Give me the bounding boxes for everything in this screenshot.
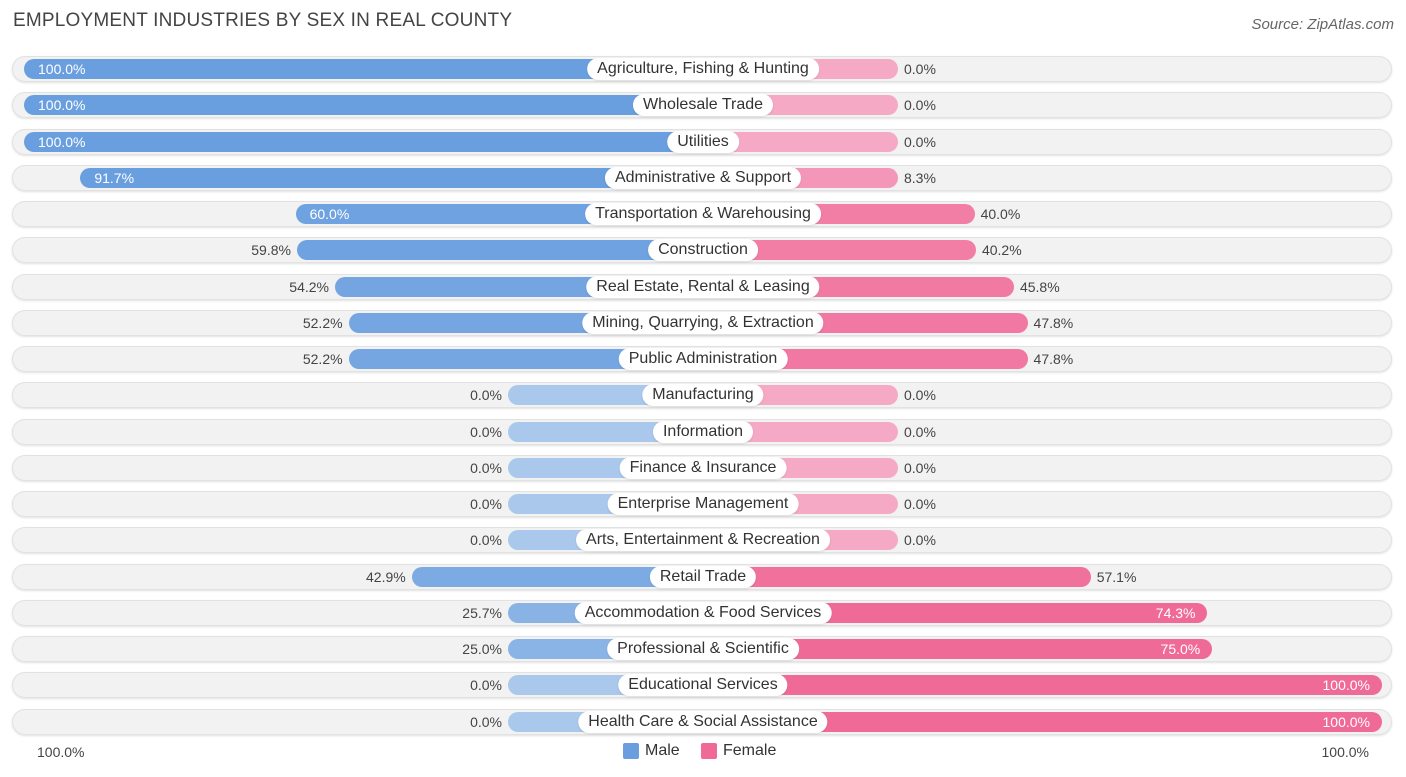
value-label-male: 54.2%	[289, 279, 329, 295]
legend-item-male: Male	[623, 742, 680, 760]
category-label: Educational Services	[618, 674, 788, 696]
value-label-male: 0.0%	[470, 677, 502, 693]
axis-label-right: 100.0%	[1321, 744, 1369, 760]
axis-label-left: 100.0%	[37, 744, 85, 760]
bar-female	[703, 675, 1382, 695]
category-label: Mining, Quarrying, & Extraction	[582, 312, 824, 334]
bar-male	[296, 240, 703, 260]
value-label-female: 0.0%	[904, 97, 936, 113]
category-label: Finance & Insurance	[619, 457, 787, 479]
value-label-male: 100.0%	[38, 61, 86, 77]
bar-female	[703, 712, 1382, 732]
bar-male	[348, 349, 703, 369]
bar-male	[24, 132, 703, 152]
value-label-male: 52.2%	[302, 315, 343, 331]
value-label-female: 100.0%	[1322, 677, 1370, 693]
legend-swatch-male	[623, 743, 639, 759]
value-label-female: 0.0%	[904, 496, 936, 512]
category-label: Construction	[648, 239, 758, 261]
value-label-female: 47.8%	[1033, 351, 1074, 367]
category-label: Transportation & Warehousing	[585, 203, 821, 225]
bar-female	[703, 567, 1091, 587]
value-label-male: 52.2%	[302, 351, 343, 367]
value-label-male: 0.0%	[470, 714, 502, 730]
chart-title: EMPLOYMENT INDUSTRIES BY SEX IN REAL COU…	[13, 10, 513, 31]
legend-label-female: Female	[723, 742, 777, 759]
category-label: Arts, Entertainment & Recreation	[576, 529, 830, 551]
category-label: Retail Trade	[649, 566, 757, 588]
bar-female	[703, 132, 898, 152]
category-label: Professional & Scientific	[607, 638, 799, 660]
value-label-female: 57.1%	[1096, 569, 1137, 585]
value-label-female: 0.0%	[904, 460, 936, 476]
value-label-female: 100.0%	[1322, 714, 1370, 730]
category-label: Utilities	[667, 131, 739, 153]
value-label-male: 0.0%	[470, 532, 502, 548]
legend: Male Female	[0, 742, 1406, 762]
category-label: Public Administration	[618, 348, 788, 370]
category-label: Manufacturing	[642, 384, 764, 406]
legend-swatch-female	[701, 743, 717, 759]
value-label-male: 59.8%	[251, 242, 291, 258]
value-label-male: 0.0%	[470, 424, 502, 440]
value-label-male: 100.0%	[38, 134, 86, 150]
bar-male	[80, 168, 703, 188]
value-label-male: 25.0%	[462, 641, 502, 657]
category-label: Enterprise Management	[607, 493, 799, 515]
value-label-male: 0.0%	[470, 387, 502, 403]
category-label: Wholesale Trade	[632, 94, 774, 116]
source-credit: Source: ZipAtlas.com	[1251, 16, 1394, 33]
value-label-female: 0.0%	[904, 134, 936, 150]
value-label-male: 42.9%	[366, 569, 406, 585]
value-label-male: 100.0%	[38, 97, 86, 113]
bar-male	[411, 567, 703, 587]
value-label-female: 40.2%	[981, 242, 1022, 258]
value-label-female: 8.3%	[904, 170, 936, 186]
value-label-male: 0.0%	[470, 460, 502, 476]
value-label-female: 0.0%	[904, 532, 936, 548]
bar-female	[703, 639, 1213, 659]
category-label: Information	[652, 421, 754, 443]
value-label-female: 47.8%	[1033, 315, 1074, 331]
value-label-female: 74.3%	[1155, 605, 1196, 621]
value-label-female: 45.8%	[1019, 279, 1060, 295]
value-label-female: 0.0%	[904, 61, 936, 77]
bar-male	[24, 95, 703, 115]
bar-female	[703, 240, 976, 260]
category-label: Real Estate, Rental & Leasing	[586, 276, 820, 298]
category-label: Agriculture, Fishing & Hunting	[587, 58, 819, 80]
value-label-female: 75.0%	[1160, 641, 1201, 657]
value-label-female: 0.0%	[904, 387, 936, 403]
category-label: Administrative & Support	[604, 167, 802, 189]
category-label: Health Care & Social Assistance	[578, 711, 828, 733]
bar-male	[24, 59, 703, 79]
category-label: Accommodation & Food Services	[574, 602, 832, 624]
legend-item-female: Female	[701, 742, 776, 760]
value-label-male: 60.0%	[309, 206, 350, 222]
value-label-male: 0.0%	[470, 496, 502, 512]
legend-label-male: Male	[645, 742, 680, 759]
value-label-female: 40.0%	[980, 206, 1021, 222]
value-label-female: 0.0%	[904, 424, 936, 440]
value-label-male: 91.7%	[94, 170, 135, 186]
value-label-male: 25.7%	[462, 605, 502, 621]
